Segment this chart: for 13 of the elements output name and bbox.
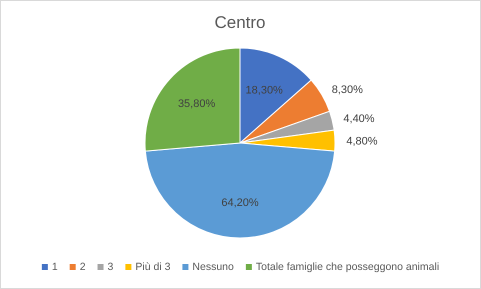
data-label: 4,40% (343, 112, 375, 125)
legend-label: Più di 3 (135, 261, 171, 273)
legend-label: 2 (80, 261, 86, 273)
data-label: 35,80% (178, 98, 216, 110)
data-label: 4,80% (346, 135, 378, 148)
legend-label: Totale famiglie che posseggono animali (256, 261, 440, 273)
chart-title: Centro (214, 13, 266, 32)
data-label: 8,30% (332, 84, 364, 96)
data-label: 64,20% (221, 196, 259, 209)
legend-label: 1 (52, 261, 58, 273)
data-label: 18,30% (246, 84, 284, 96)
legend-label: 3 (108, 261, 114, 273)
legend-label: Nessuno (192, 261, 234, 273)
